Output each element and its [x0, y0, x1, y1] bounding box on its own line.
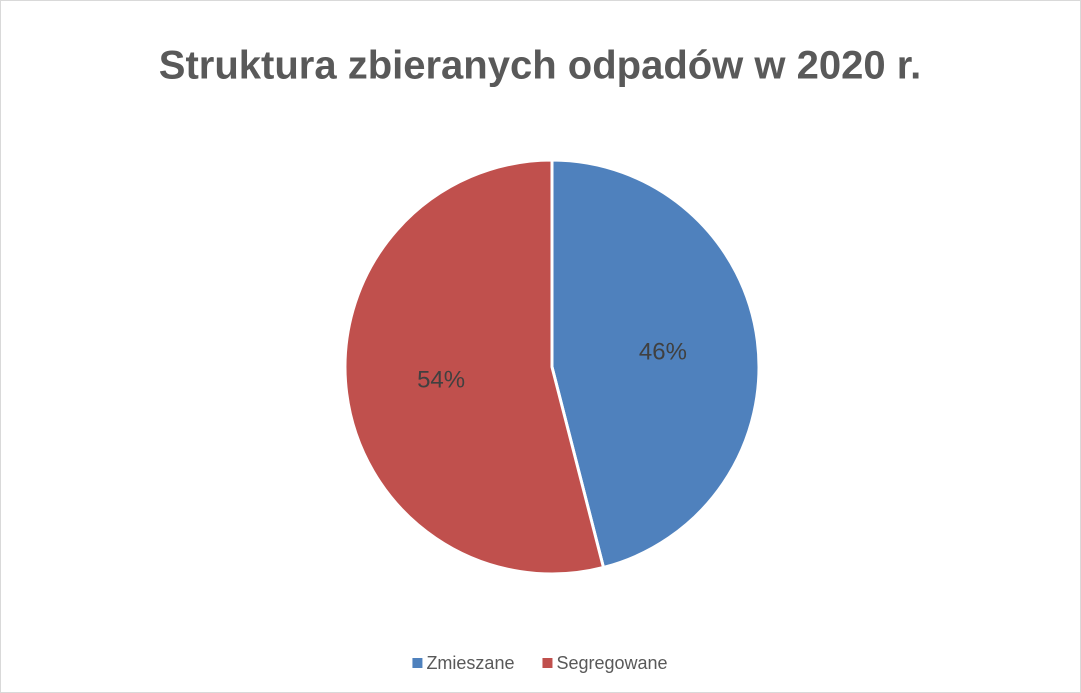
data-label: 54%: [417, 366, 465, 393]
legend-label: Zmieszane: [426, 653, 514, 673]
pie-slice: [550, 158, 761, 570]
legend-label: Segregowane: [556, 653, 667, 673]
legend-swatch: [542, 658, 553, 668]
pie-slice: [343, 158, 606, 576]
chart-title: Struktura zbieranych odpadów w 2020 r.: [159, 44, 921, 88]
data-label: 46%: [639, 338, 687, 365]
legend-swatch: [412, 658, 423, 668]
